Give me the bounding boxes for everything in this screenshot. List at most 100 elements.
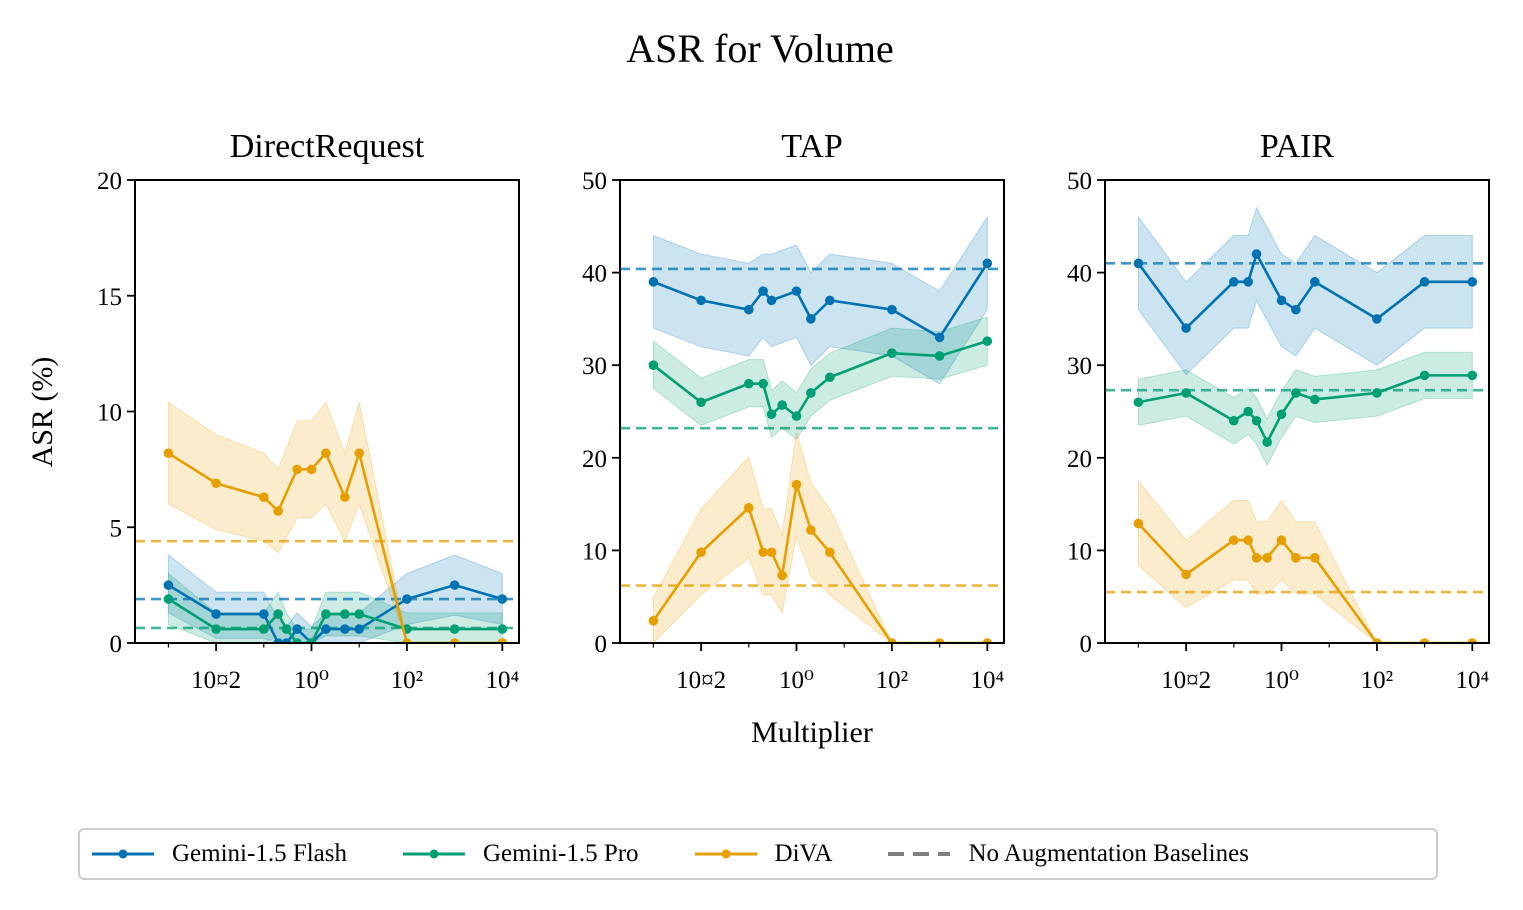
data-point-diva (497, 638, 508, 643)
data-point-gemini-1-5-flash (1276, 295, 1287, 306)
data-point-gemini-1-5-pro (1181, 388, 1191, 398)
data-point-gemini-1-5-pro (766, 409, 777, 420)
x-tick-label: 10¤2 (191, 667, 241, 694)
legend-item-flash: Gemini-1.5 Flash (88, 840, 347, 868)
data-point-diva (1243, 535, 1253, 546)
legend-label-flash: Gemini-1.5 Flash (172, 840, 347, 867)
data-point-gemini-1-5-pro (292, 638, 302, 643)
data-point-gemini-1-5-pro (1228, 415, 1239, 426)
x-tick-label: 10⁰ (1264, 667, 1299, 694)
data-point-gemini-1-5-pro (806, 388, 816, 398)
y-tick-label: 5 (110, 515, 123, 542)
x-tick-label: 10⁴ (970, 667, 1004, 694)
data-point-gemini-1-5-flash (340, 624, 350, 634)
data-point-diva (777, 570, 787, 581)
x-tick-label: 10¤2 (676, 667, 726, 694)
data-point-gemini-1-5-pro (340, 609, 350, 619)
data-point-diva (1262, 553, 1272, 563)
data-point-gemini-1-5-pro (321, 609, 331, 619)
ci-band-gemini-1-5-flash (1137, 206, 1473, 376)
data-point-gemini-1-5-flash (887, 304, 897, 315)
data-point-gemini-1-5-pro (791, 411, 802, 421)
y-tick-label: 50 (1067, 168, 1092, 195)
data-point-diva (696, 547, 706, 558)
data-point-gemini-1-5-flash (648, 277, 659, 287)
data-point-gemini-1-5-flash (211, 609, 221, 619)
data-point-gemini-1-5-flash (1310, 277, 1320, 287)
data-point-gemini-1-5-pro (1133, 397, 1144, 408)
x-tick-label: 10² (391, 667, 424, 694)
panels: DirectRequest 0 5 10 15 20 10¤2 10⁰ 10² 10⁴ TAP 0 10… (97, 128, 1490, 694)
ci-band-gemini-1-5-pro (1137, 351, 1473, 467)
y-axis-label: ASR (%) (26, 357, 59, 468)
data-point-diva (825, 547, 835, 558)
data-point-gemini-1-5-pro (758, 378, 768, 389)
y-tick-label: 40 (582, 261, 607, 288)
data-point-diva (1181, 569, 1191, 580)
series-line-gemini-1-5-pro (652, 339, 988, 419)
data-point-diva (1372, 638, 1382, 643)
series-line-diva (652, 484, 988, 643)
data-point-gemini-1-5-flash (1467, 277, 1478, 287)
data-point-gemini-1-5-pro (1310, 394, 1320, 405)
data-point-gemini-1-5-flash (1419, 277, 1430, 287)
x-axis-label: Multiplier (751, 716, 873, 749)
ci-band-diva (652, 431, 988, 643)
data-point-diva (1419, 638, 1430, 643)
data-point-diva (887, 638, 897, 643)
data-point-diva (1291, 553, 1301, 563)
data-point-diva (1276, 535, 1287, 546)
data-point-diva (354, 448, 364, 458)
series-line-gemini-1-5-pro (1138, 374, 1473, 445)
data-point-gemini-1-5-flash (766, 295, 777, 306)
y-tick-label: 20 (97, 168, 122, 195)
y-tick-label: 20 (582, 446, 607, 473)
data-point-gemini-1-5-flash (825, 295, 835, 306)
x-tick-label: 10⁴ (1455, 667, 1489, 694)
data-point-diva (340, 492, 350, 502)
data-point-gemini-1-5-pro (1251, 415, 1262, 426)
legend-label-pro: Gemini-1.5 Pro (483, 840, 639, 867)
data-point-gemini-1-5-pro (1276, 409, 1287, 420)
data-point-diva (758, 547, 768, 558)
data-point-diva (1228, 535, 1239, 546)
y-tick-label: 30 (582, 353, 607, 380)
data-point-diva (1310, 553, 1320, 563)
data-point-gemini-1-5-flash (497, 594, 508, 604)
y-tick-label: 15 (97, 284, 122, 311)
axes-frame (619, 179, 1005, 644)
data-point-gemini-1-5-flash (934, 332, 945, 343)
data-point-diva (273, 506, 283, 516)
data-point-diva (743, 503, 754, 513)
data-point-diva (1467, 638, 1478, 643)
data-point-gemini-1-5-flash (758, 286, 768, 296)
data-point-gemini-1-5-flash (1251, 249, 1262, 259)
legend-item-diva: DiVA (691, 840, 832, 868)
ci-band-diva (1137, 479, 1473, 643)
panel-title: PAIR (1260, 128, 1335, 165)
axes-frame (1104, 179, 1490, 644)
data-point-diva (292, 464, 302, 475)
ci-band-diva (167, 401, 503, 643)
x-tick-label: 10² (876, 667, 909, 694)
legend-swatch-baseline (888, 852, 951, 856)
y-tick-label: 40 (1067, 261, 1092, 288)
y-tick-label: 30 (1067, 353, 1092, 380)
y-tick-label: 10 (1067, 538, 1092, 565)
data-point-gemini-1-5-flash (743, 304, 754, 315)
data-point-diva (982, 638, 993, 643)
data-point-diva (648, 615, 659, 626)
data-point-diva (258, 492, 269, 502)
x-tick-label: 10² (1361, 667, 1394, 694)
data-point-gemini-1-5-flash (791, 286, 802, 296)
legend-swatch-pro (403, 849, 465, 859)
plot-area (620, 215, 1004, 643)
y-tick-label: 0 (595, 631, 608, 658)
data-point-gemini-1-5-flash (354, 624, 364, 634)
ci-band-gemini-1-5-pro (167, 572, 503, 643)
data-point-gemini-1-5-flash (982, 258, 993, 269)
data-point-gemini-1-5-pro (163, 594, 174, 604)
series-line-diva (1137, 522, 1473, 643)
data-point-diva (449, 638, 460, 643)
figure-title: ASR for Volume (626, 26, 893, 71)
